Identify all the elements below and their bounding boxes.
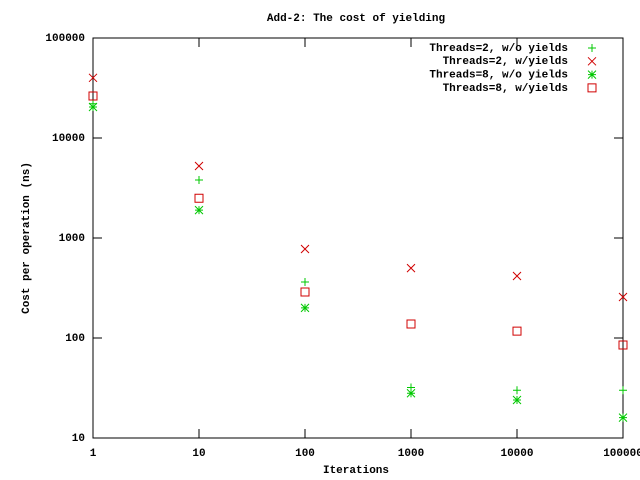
scatter-point [512,326,522,336]
legend-label: Threads=8, w/yields [443,83,568,95]
scatter-point [195,176,203,185]
y-tick-label: 10000 [52,133,85,145]
legend-label: Threads=2, w/o yields [429,43,568,55]
scatter-point [300,287,310,297]
x-axis-label: Iterations [323,465,389,477]
x-tick-label: 1000 [398,448,424,460]
y-axis-label: Cost per operation (ns) [21,162,33,314]
scatter-point [194,161,204,171]
scatter-point [301,278,309,287]
scatter-point [512,271,522,281]
scatter-point [618,292,628,302]
scatter-point [88,73,98,83]
legend-marker [587,70,597,79]
legend-marker [587,56,597,66]
scatter-point [194,205,204,215]
scatter-point [406,263,416,273]
legend-label: Threads=2, w/yields [443,56,568,68]
legend-marker [587,83,597,93]
scatter-point [619,386,627,395]
scatter-point [300,303,310,313]
plot-frame [92,37,624,439]
scatter-point [194,193,204,203]
legend-marker [588,44,596,52]
y-tick-label: 100000 [45,33,85,45]
y-tick-label: 100 [65,333,85,345]
y-tick-label: 10 [72,433,85,445]
scatter-point [406,388,416,398]
legend-label: Threads=8, w/o yields [429,70,568,82]
x-tick-label: 100000 [603,448,640,460]
scatter-point [300,244,310,254]
x-tick-label: 100 [295,448,315,460]
x-tick-label: 10000 [500,448,533,460]
scatter-point [513,386,521,395]
scatter-point [618,413,628,422]
y-tick-label: 1000 [59,233,85,245]
chart-title: Add-2: The cost of yielding [267,13,445,25]
scatter-point [512,395,522,405]
scatter-point [88,91,98,101]
scatter-point [618,340,628,350]
x-tick-label: 10 [192,448,205,460]
scatter-point [406,319,416,329]
x-tick-label: 1 [90,448,97,460]
scatter-point [88,102,98,112]
